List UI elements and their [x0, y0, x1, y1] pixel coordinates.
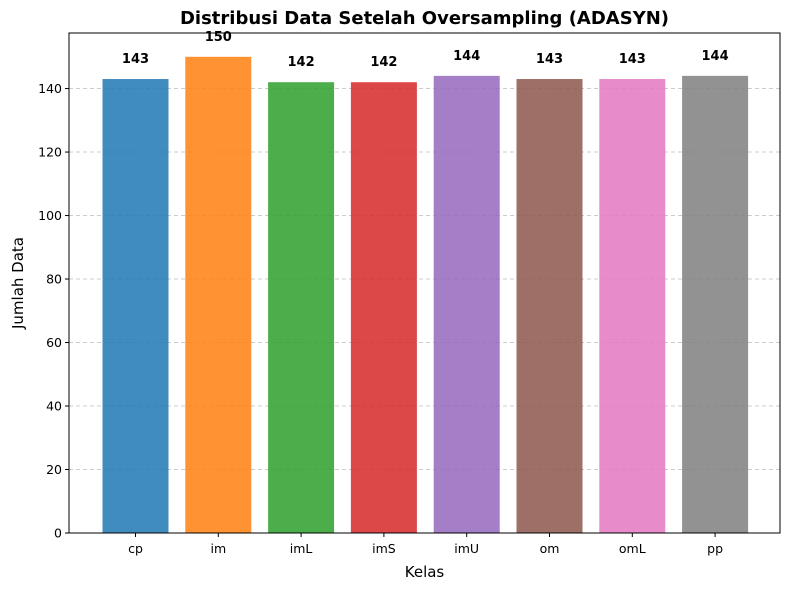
x-tick-label-cp: cp: [128, 541, 143, 556]
data-labels: 143 150 142 142 144 143 143 144: [122, 30, 729, 70]
chart-title: Distribusi Data Setelah Oversampling (AD…: [180, 8, 669, 29]
data-label-cp: 143: [122, 52, 149, 67]
x-tick-label-omL: omL: [619, 541, 646, 556]
x-tick-label-pp: pp: [707, 541, 723, 556]
bar-om: [516, 79, 583, 534]
bar-imS: [350, 82, 417, 533]
data-label-imL: 142: [288, 55, 315, 70]
x-axis: cp im imL imS imU om omL pp: [128, 533, 723, 556]
y-tick-label: 60: [46, 335, 62, 350]
x-axis-label: Kelas: [405, 563, 445, 581]
bar-pp: [682, 75, 749, 533]
plot-frame: [68, 32, 781, 534]
x-tick-label-imS: imS: [372, 541, 396, 556]
y-tick-label: 0: [54, 526, 62, 541]
y-axis: 0 20 40 60 80 100 120 140: [38, 81, 69, 541]
bar-imL: [268, 82, 335, 533]
y-tick-label: 120: [38, 145, 62, 160]
data-label-imU: 144: [453, 49, 480, 64]
x-tick-label-om: om: [540, 541, 560, 556]
y-tick-label: 80: [46, 272, 62, 287]
x-tick-label-im: im: [210, 541, 226, 556]
data-label-pp: 144: [702, 49, 729, 64]
bar-imU: [433, 75, 500, 533]
data-label-imS: 142: [370, 55, 397, 70]
bars: [102, 56, 749, 534]
bar-cp: [102, 79, 169, 534]
y-tick-label: 140: [38, 81, 62, 96]
bar-im: [185, 56, 252, 534]
data-label-om: 143: [536, 52, 563, 67]
data-label-im: 150: [205, 30, 232, 45]
x-tick-label-imU: imU: [454, 541, 479, 556]
y-tick-label: 20: [46, 462, 62, 477]
bar-omL: [599, 79, 666, 534]
y-tick-label: 100: [38, 208, 62, 223]
x-tick-label-imL: imL: [290, 541, 313, 556]
data-label-omL: 143: [619, 52, 646, 67]
y-tick-label: 40: [46, 399, 62, 414]
y-axis-label: Jumlah Data: [9, 237, 27, 330]
